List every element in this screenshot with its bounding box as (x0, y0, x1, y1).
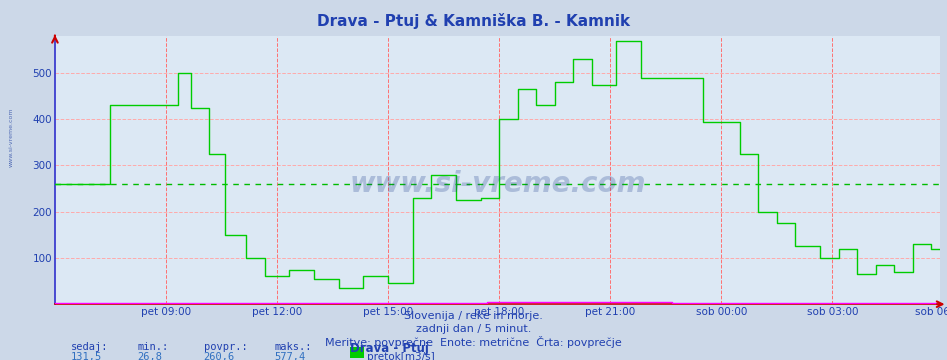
Text: 26,8: 26,8 (137, 352, 162, 360)
Text: Slovenija / reke in morje.: Slovenija / reke in morje. (404, 311, 543, 321)
Text: min.:: min.: (137, 342, 169, 352)
Text: pretok[m3/s]: pretok[m3/s] (367, 352, 436, 360)
Text: 577,4: 577,4 (275, 352, 306, 360)
Text: Meritve: povprečne  Enote: metrične  Črta: povprečje: Meritve: povprečne Enote: metrične Črta:… (325, 336, 622, 347)
Text: www.si-vreme.com: www.si-vreme.com (349, 170, 646, 198)
Text: 260,6: 260,6 (204, 352, 235, 360)
Text: maks.:: maks.: (275, 342, 313, 352)
Text: Drava - Ptuj & Kamniška B. - Kamnik: Drava - Ptuj & Kamniška B. - Kamnik (317, 13, 630, 28)
Text: sedaj:: sedaj: (71, 342, 109, 352)
Text: zadnji dan / 5 minut.: zadnji dan / 5 minut. (416, 324, 531, 334)
Text: www.si-vreme.com: www.si-vreme.com (9, 107, 14, 167)
Text: Drava - Ptuj: Drava - Ptuj (350, 342, 429, 355)
Text: 131,5: 131,5 (71, 352, 102, 360)
Text: povpr.:: povpr.: (204, 342, 247, 352)
